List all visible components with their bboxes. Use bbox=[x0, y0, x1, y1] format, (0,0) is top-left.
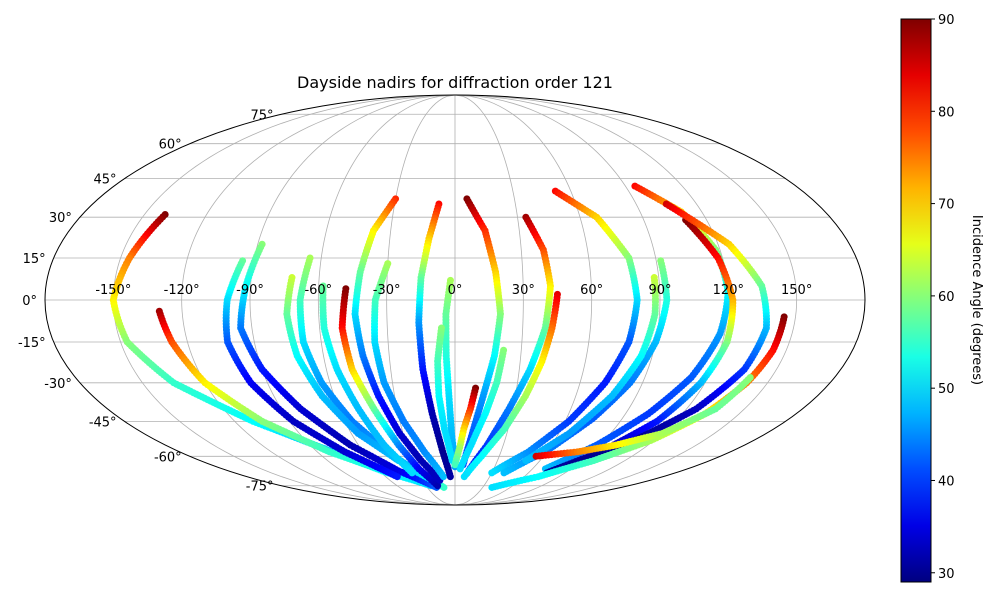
map-area bbox=[44, 94, 866, 506]
latitude-tick-label: 15° bbox=[23, 252, 46, 267]
data-point bbox=[460, 473, 468, 481]
data-point bbox=[746, 373, 754, 381]
latitude-tick-label: 30° bbox=[49, 211, 72, 226]
latitude-tick-label: -45° bbox=[89, 415, 117, 430]
latitude-tick-label: 0° bbox=[22, 294, 37, 309]
data-point bbox=[439, 473, 447, 481]
longitude-tick-label: 120° bbox=[713, 283, 744, 298]
data-point bbox=[393, 473, 401, 481]
grid-lines bbox=[45, 95, 865, 505]
data-point bbox=[446, 473, 454, 481]
data-point bbox=[456, 465, 464, 473]
colorbar-label: Incidence Angle (degrees) bbox=[969, 215, 984, 385]
longitude-tick-label: 30° bbox=[512, 283, 535, 298]
colorbar-tick-label: 90 bbox=[938, 13, 955, 28]
longitude-gridline bbox=[454, 95, 798, 505]
latitude-tick-label: -60° bbox=[154, 450, 182, 465]
data-point bbox=[434, 482, 442, 490]
data-point bbox=[451, 461, 459, 469]
colorbar-gradient bbox=[900, 18, 932, 583]
colorbar-tick-label: 80 bbox=[938, 105, 955, 120]
longitude-tick-label: 0° bbox=[448, 283, 463, 298]
data-points bbox=[109, 182, 788, 491]
colorbar-ticks: 30 40 50 60 70 80 90 bbox=[931, 13, 955, 582]
data-point bbox=[488, 469, 496, 477]
longitude-gridline bbox=[181, 95, 456, 505]
longitude-tick-label: 90° bbox=[648, 283, 671, 298]
latitude-tick-label: 60° bbox=[159, 138, 182, 153]
colorbar: 30 40 50 60 70 80 90 Incidence Angle (degrees) bbox=[900, 13, 984, 583]
data-point bbox=[500, 469, 508, 477]
latitude-tick-label: -75° bbox=[246, 480, 274, 495]
chart-title: Dayside nadirs for diffraction order 121 bbox=[297, 73, 613, 92]
data-point bbox=[488, 483, 496, 491]
data-point bbox=[522, 457, 530, 465]
longitude-tick-label: 60° bbox=[580, 283, 603, 298]
longitude-tick-label: -90° bbox=[236, 283, 264, 298]
latitude-tick-label: -30° bbox=[44, 377, 72, 392]
longitude-tick-label: -120° bbox=[164, 283, 200, 298]
colorbar-tick-label: 70 bbox=[938, 198, 955, 213]
longitude-tick-label: -60° bbox=[304, 283, 332, 298]
latitude-tick-label: -15° bbox=[18, 336, 46, 351]
longitude-tick-label: 150° bbox=[781, 283, 812, 298]
colorbar-tick-label: 30 bbox=[938, 567, 955, 582]
longitude-tick-label: -30° bbox=[373, 283, 401, 298]
colorbar-tick-label: 40 bbox=[938, 474, 955, 489]
colorbar-tick-label: 60 bbox=[938, 290, 955, 305]
longitude-tick-label: -150° bbox=[95, 283, 131, 298]
latitude-tick-label: 75° bbox=[250, 108, 273, 123]
colorbar-tick-label: 50 bbox=[938, 382, 955, 397]
longitude-gridline bbox=[454, 95, 524, 505]
data-point bbox=[408, 469, 416, 477]
longitude-gridline bbox=[249, 95, 456, 505]
data-point bbox=[440, 483, 448, 491]
latitude-tick-label: 45° bbox=[94, 173, 117, 188]
